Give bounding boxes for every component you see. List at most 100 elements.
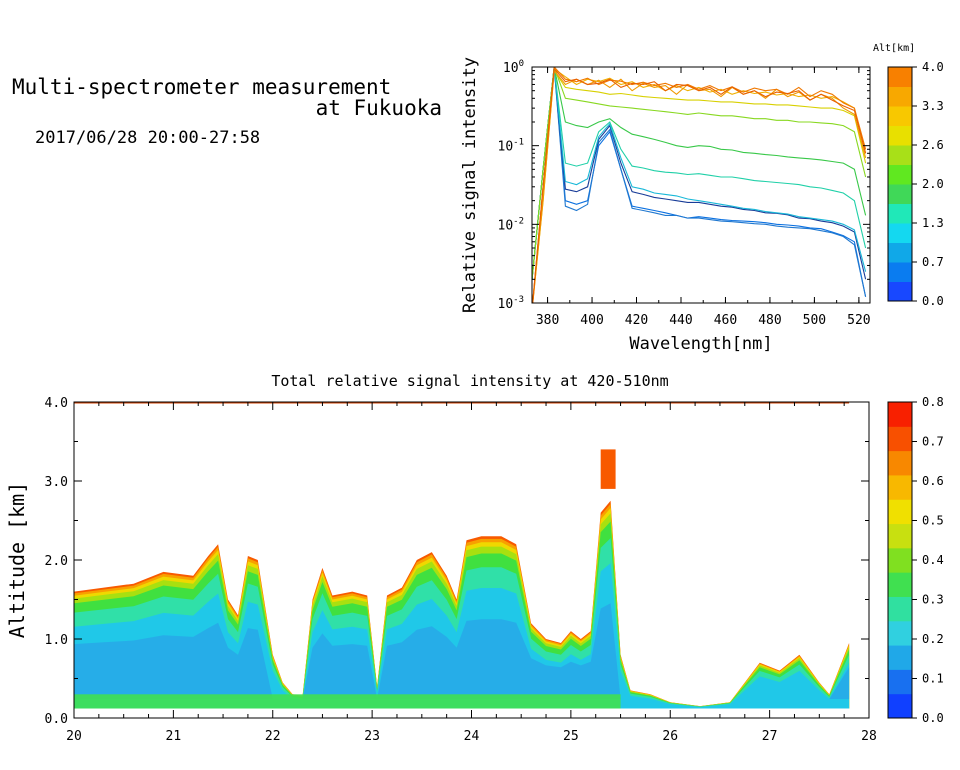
intensity-colorbar-swatch xyxy=(888,450,912,464)
spectrum-series-line xyxy=(532,67,867,303)
heatmap-x-tick-label: 20 xyxy=(66,729,82,744)
spectrum-y-tick-base: 10 xyxy=(498,218,514,233)
altitude-colorbar-swatches xyxy=(888,67,912,302)
altitude-colorbar-swatch xyxy=(888,106,912,126)
altitude-colorbar-tick-label: 2.0 xyxy=(922,177,944,191)
altitude-colorbar-tick-label: 1.3 xyxy=(922,216,944,230)
heatmap-ground-band xyxy=(74,694,621,709)
intensity-colorbar-swatch xyxy=(888,487,912,500)
altitude-colorbar-tick-label: 0.7 xyxy=(922,255,944,269)
heatmap-x-tick-label: 22 xyxy=(265,729,281,744)
altitude-colorbar-swatch xyxy=(888,281,912,302)
intensity-colorbar-tick-label: 0.0 xyxy=(922,711,944,725)
spectrum-series-line xyxy=(532,68,867,303)
intensity-colorbar-swatch xyxy=(888,474,912,488)
intensity-colorbar-swatch xyxy=(888,693,912,707)
intensity-colorbar-swatch xyxy=(888,414,912,427)
spectrum-y-tick-exponent: -2 xyxy=(513,216,524,226)
spectrum-y-tick-label: 100 xyxy=(503,59,524,76)
spectrum-y-tick-base: 10 xyxy=(503,61,519,76)
spectrum-x-tick-label: 460 xyxy=(714,313,737,328)
intensity-colorbar-ticks: 0.0 0.1 0.2 0.3 0.4 0.5 0.6 0.7 0.8 xyxy=(912,395,944,725)
altitude-colorbar-swatch xyxy=(888,203,912,224)
intensity-colorbar-swatch xyxy=(888,402,912,415)
intensity-colorbar-swatch xyxy=(888,669,912,683)
altitude-colorbar-swatch xyxy=(888,145,912,165)
figure-title-line1: Multi-spectrometer measurement xyxy=(12,75,392,99)
intensity-colorbar-tick-label: 0.6 xyxy=(922,474,944,488)
intensity-colorbar-swatch xyxy=(888,596,912,610)
spectrum-series-line xyxy=(532,67,867,280)
heatmap-x-tick-label: 24 xyxy=(464,729,480,744)
spectrum-series-line xyxy=(532,67,867,303)
spectrum-chart: 380 400 420 440 460 480 500 520 10010-110-210-3… xyxy=(460,57,871,354)
spectrum-series-line xyxy=(532,69,867,303)
spectrum-x-tick-label: 480 xyxy=(758,313,781,328)
intensity-colorbar-swatch xyxy=(888,620,912,634)
heatmap-upper-echo xyxy=(600,449,616,489)
spectrum-series-line xyxy=(532,67,867,280)
intensity-colorbar-swatches xyxy=(888,402,912,719)
altitude-colorbar-swatch xyxy=(888,223,912,243)
spectrum-x-tick-label: 520 xyxy=(847,313,870,328)
intensity-colorbar-tick-label: 0.3 xyxy=(922,593,944,607)
heatmap-y-tick-label: 4.0 xyxy=(45,396,68,411)
intensity-colorbar-swatch xyxy=(888,608,912,622)
heatmap-title: Total relative signal intensity at 420-5… xyxy=(271,372,668,390)
intensity-colorbar-swatch xyxy=(888,584,912,597)
heatmap-y-tick-label: 1.0 xyxy=(45,633,68,648)
altitude-colorbar-tick-label: 0.0 xyxy=(922,294,944,308)
heatmap-x-tick-label: 23 xyxy=(364,729,380,744)
intensity-colorbar-swatch xyxy=(888,523,912,537)
altitude-colorbar-swatch xyxy=(888,86,912,107)
spectrum-y-axis-label: Relative signal intensity xyxy=(460,57,480,313)
heatmap-y-tick-label: 3.0 xyxy=(45,475,68,490)
heatmap-y-axis-label: Altitude [km] xyxy=(5,482,29,639)
heatmap-x-ticks: 20 21 22 23 24 25 26 27 28 xyxy=(66,402,877,744)
intensity-colorbar-swatch xyxy=(888,511,912,525)
spectrum-series-group xyxy=(532,67,867,303)
spectrum-series-line xyxy=(532,67,867,280)
heatmap-x-tick-label: 25 xyxy=(563,729,579,744)
spectrum-y-tick-label: 10-3 xyxy=(498,295,525,312)
intensity-colorbar-tick-label: 0.5 xyxy=(922,514,944,528)
intensity-colorbar-swatch xyxy=(888,547,912,561)
intensity-colorbar-swatch xyxy=(888,462,912,476)
spectrum-y-tick-label: 10-1 xyxy=(498,138,525,155)
intensity-colorbar-swatch xyxy=(888,426,912,439)
altitude-colorbar-tick-label: 2.6 xyxy=(922,138,944,152)
heatmap-x-tick-label: 26 xyxy=(662,729,678,744)
intensity-colorbar-swatch xyxy=(888,681,912,695)
altitude-colorbar-tick-label: 3.3 xyxy=(922,99,944,113)
spectrum-plot-frame xyxy=(531,66,871,304)
spectrum-y-tick-base: 10 xyxy=(498,140,514,155)
date-range: 2017/06/28 20:00-27:58 xyxy=(35,128,261,148)
heatmap-field xyxy=(74,402,850,709)
spectrum-x-tick-label: 420 xyxy=(625,313,648,328)
spectrum-x-tick-label: 500 xyxy=(803,313,826,328)
figure-title-line2: at Fukuoka xyxy=(315,96,442,120)
spectrum-series-line xyxy=(532,67,867,280)
intensity-colorbar-swatch xyxy=(888,645,912,658)
intensity-colorbar-tick-label: 0.1 xyxy=(922,672,944,686)
altitude-colorbar-swatch xyxy=(888,125,912,146)
heatmap-low-intensity-core xyxy=(74,603,850,699)
altitude-colorbar-swatch xyxy=(888,184,912,204)
intensity-colorbar-tick-label: 0.2 xyxy=(922,632,944,646)
intensity-colorbar: 0.0 0.1 0.2 0.3 0.4 0.5 0.6 0.7 0.8 xyxy=(887,395,944,725)
intensity-colorbar-swatch xyxy=(888,657,912,670)
intensity-colorbar-swatch xyxy=(888,499,912,512)
intensity-colorbar-swatch xyxy=(888,560,912,573)
altitude-colorbar-swatch xyxy=(888,262,912,282)
spectrum-x-tick-label: 440 xyxy=(669,313,692,328)
heatmap-y-tick-label: 2.0 xyxy=(45,554,68,569)
intensity-colorbar-swatch xyxy=(888,438,912,452)
altitude-colorbar-swatch xyxy=(888,164,912,185)
altitude-colorbar: Alt[km] 0.0 0.7 1.3 2.0 2.6 3.3 4.0 xyxy=(873,43,944,308)
spectrum-series-line xyxy=(532,67,867,280)
heatmap-y-tick-label: 0.0 xyxy=(45,712,68,727)
heatmap-x-tick-label: 28 xyxy=(861,729,877,744)
spectrum-y-tick-exponent: -3 xyxy=(513,295,524,305)
spectrum-series-line xyxy=(532,67,867,297)
